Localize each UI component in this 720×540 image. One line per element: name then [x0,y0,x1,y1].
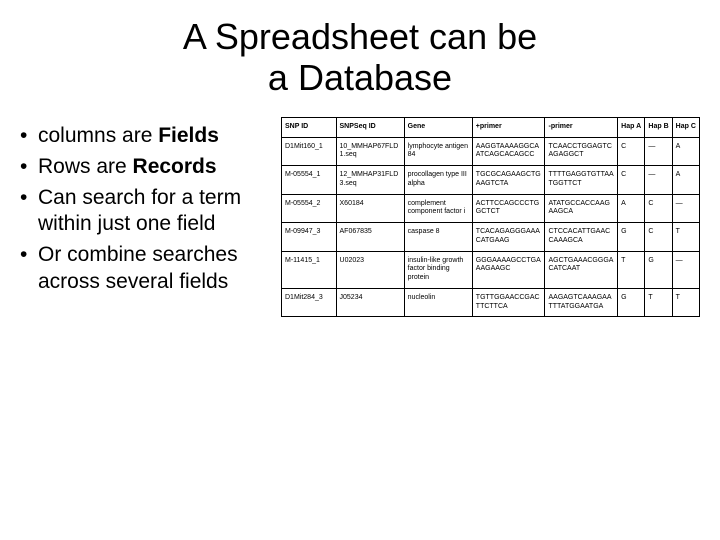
cell-seq: J05234 [336,288,404,317]
data-table: SNP ID SNPSeq ID Gene +primer -primer Ha… [281,117,700,318]
cell-minus: CTCCACATTGAACCAAAGCA [545,223,618,252]
cell-minus: TTTTGAGGTGTTAATGGTTCT [545,166,618,195]
bullet-fields: columns are Fields [20,123,275,150]
slide-title: A Spreadsheet can be a Database [20,16,700,99]
content-area: columns are Fields Rows are Records Can … [20,117,700,318]
cell-hapc: — [672,251,699,288]
title-line-2: a Database [268,57,452,98]
cell-plus: TGCGCAGAAGCTGAAGTCTA [472,166,545,195]
cell-snpid: D1Mit160_1 [282,137,337,166]
cell-seq: 10_MMHAP67FLD1.seq [336,137,404,166]
cell-hapa: T [618,251,645,288]
cell-plus: TGTTGGAACCGACTTCTTCA [472,288,545,317]
cell-hapa: C [618,137,645,166]
cell-snpid: M-05554_1 [282,166,337,195]
bullet-bold: Fields [158,124,219,147]
cell-snpid: M-05554_2 [282,194,337,223]
bullet-text: columns are [38,124,158,147]
col-hapc: Hap C [672,117,699,137]
cell-snpid: M-09947_3 [282,223,337,252]
cell-minus: AGCTGAAACGGGACATCAAT [545,251,618,288]
cell-plus: ACTTCCAGCCCTGGCTCT [472,194,545,223]
cell-hapc: T [672,223,699,252]
cell-plus: AAGGTAAAAGGCAATCAGCACAGCC [472,137,545,166]
cell-seq: AF067835 [336,223,404,252]
col-hapa: Hap A [618,117,645,137]
cell-hapa: A [618,194,645,223]
cell-gene: lymphocyte antigen 84 [404,137,472,166]
cell-hapa: C [618,166,645,195]
cell-gene: nucleolin [404,288,472,317]
cell-plus: TCACAGAGGGAAACATGAAG [472,223,545,252]
cell-snpid: D1Mit284_3 [282,288,337,317]
bullet-search: Can search for a term within just one fi… [20,185,275,239]
table-container: SNP ID SNPSeq ID Gene +primer -primer Ha… [275,117,700,318]
bullet-records: Rows are Records [20,154,275,181]
cell-hapc: T [672,288,699,317]
table-row: D1Mit160_1 10_MMHAP67FLD1.seq lymphocyte… [282,137,700,166]
cell-seq: 12_MMHAP31FLD3.seq [336,166,404,195]
cell-gene: procollagen type III alpha [404,166,472,195]
cell-minus: ATATGCCACCAAGAAGCA [545,194,618,223]
col-hapb: Hap B [645,117,672,137]
cell-hapa: G [618,223,645,252]
col-plus: +primer [472,117,545,137]
cell-hapb: — [645,137,672,166]
table-row: M-09947_3 AF067835 caspase 8 TCACAGAGGGA… [282,223,700,252]
table-row: M-05554_1 12_MMHAP31FLD3.seq procollagen… [282,166,700,195]
cell-hapc: — [672,194,699,223]
slide: A Spreadsheet can be a Database columns … [0,0,720,540]
col-snpid: SNP ID [282,117,337,137]
bullet-combine: Or combine searches across several field… [20,242,275,296]
table-row: M-05554_2 X60184 complement component fa… [282,194,700,223]
bullet-bold: Records [133,155,217,178]
cell-hapa: G [618,288,645,317]
cell-hapb: — [645,166,672,195]
table-row: D1Mit284_3 J05234 nucleolin TGTTGGAACCGA… [282,288,700,317]
cell-gene: insulin-like growth factor binding prote… [404,251,472,288]
cell-hapc: A [672,137,699,166]
cell-gene: complement component factor i [404,194,472,223]
cell-minus: AAGAGTCAAAGAATTTATGGAATGA [545,288,618,317]
cell-hapb: T [645,288,672,317]
col-minus: -primer [545,117,618,137]
table-row: M-11415_1 U02023 insulin-like growth fac… [282,251,700,288]
cell-plus: GGGAAAAGCCTGAAAGAAGC [472,251,545,288]
table-header-row: SNP ID SNPSeq ID Gene +primer -primer Ha… [282,117,700,137]
title-line-1: A Spreadsheet can be [183,16,537,57]
cell-seq: X60184 [336,194,404,223]
cell-minus: TCAACCTGGAGTCAGAGGCT [545,137,618,166]
cell-hapb: G [645,251,672,288]
cell-hapc: A [672,166,699,195]
cell-hapb: C [645,223,672,252]
col-gene: Gene [404,117,472,137]
cell-hapb: C [645,194,672,223]
cell-snpid: M-11415_1 [282,251,337,288]
col-seq: SNPSeq ID [336,117,404,137]
cell-seq: U02023 [336,251,404,288]
bullet-text: Rows are [38,155,133,178]
cell-gene: caspase 8 [404,223,472,252]
bullet-list: columns are Fields Rows are Records Can … [20,117,275,300]
